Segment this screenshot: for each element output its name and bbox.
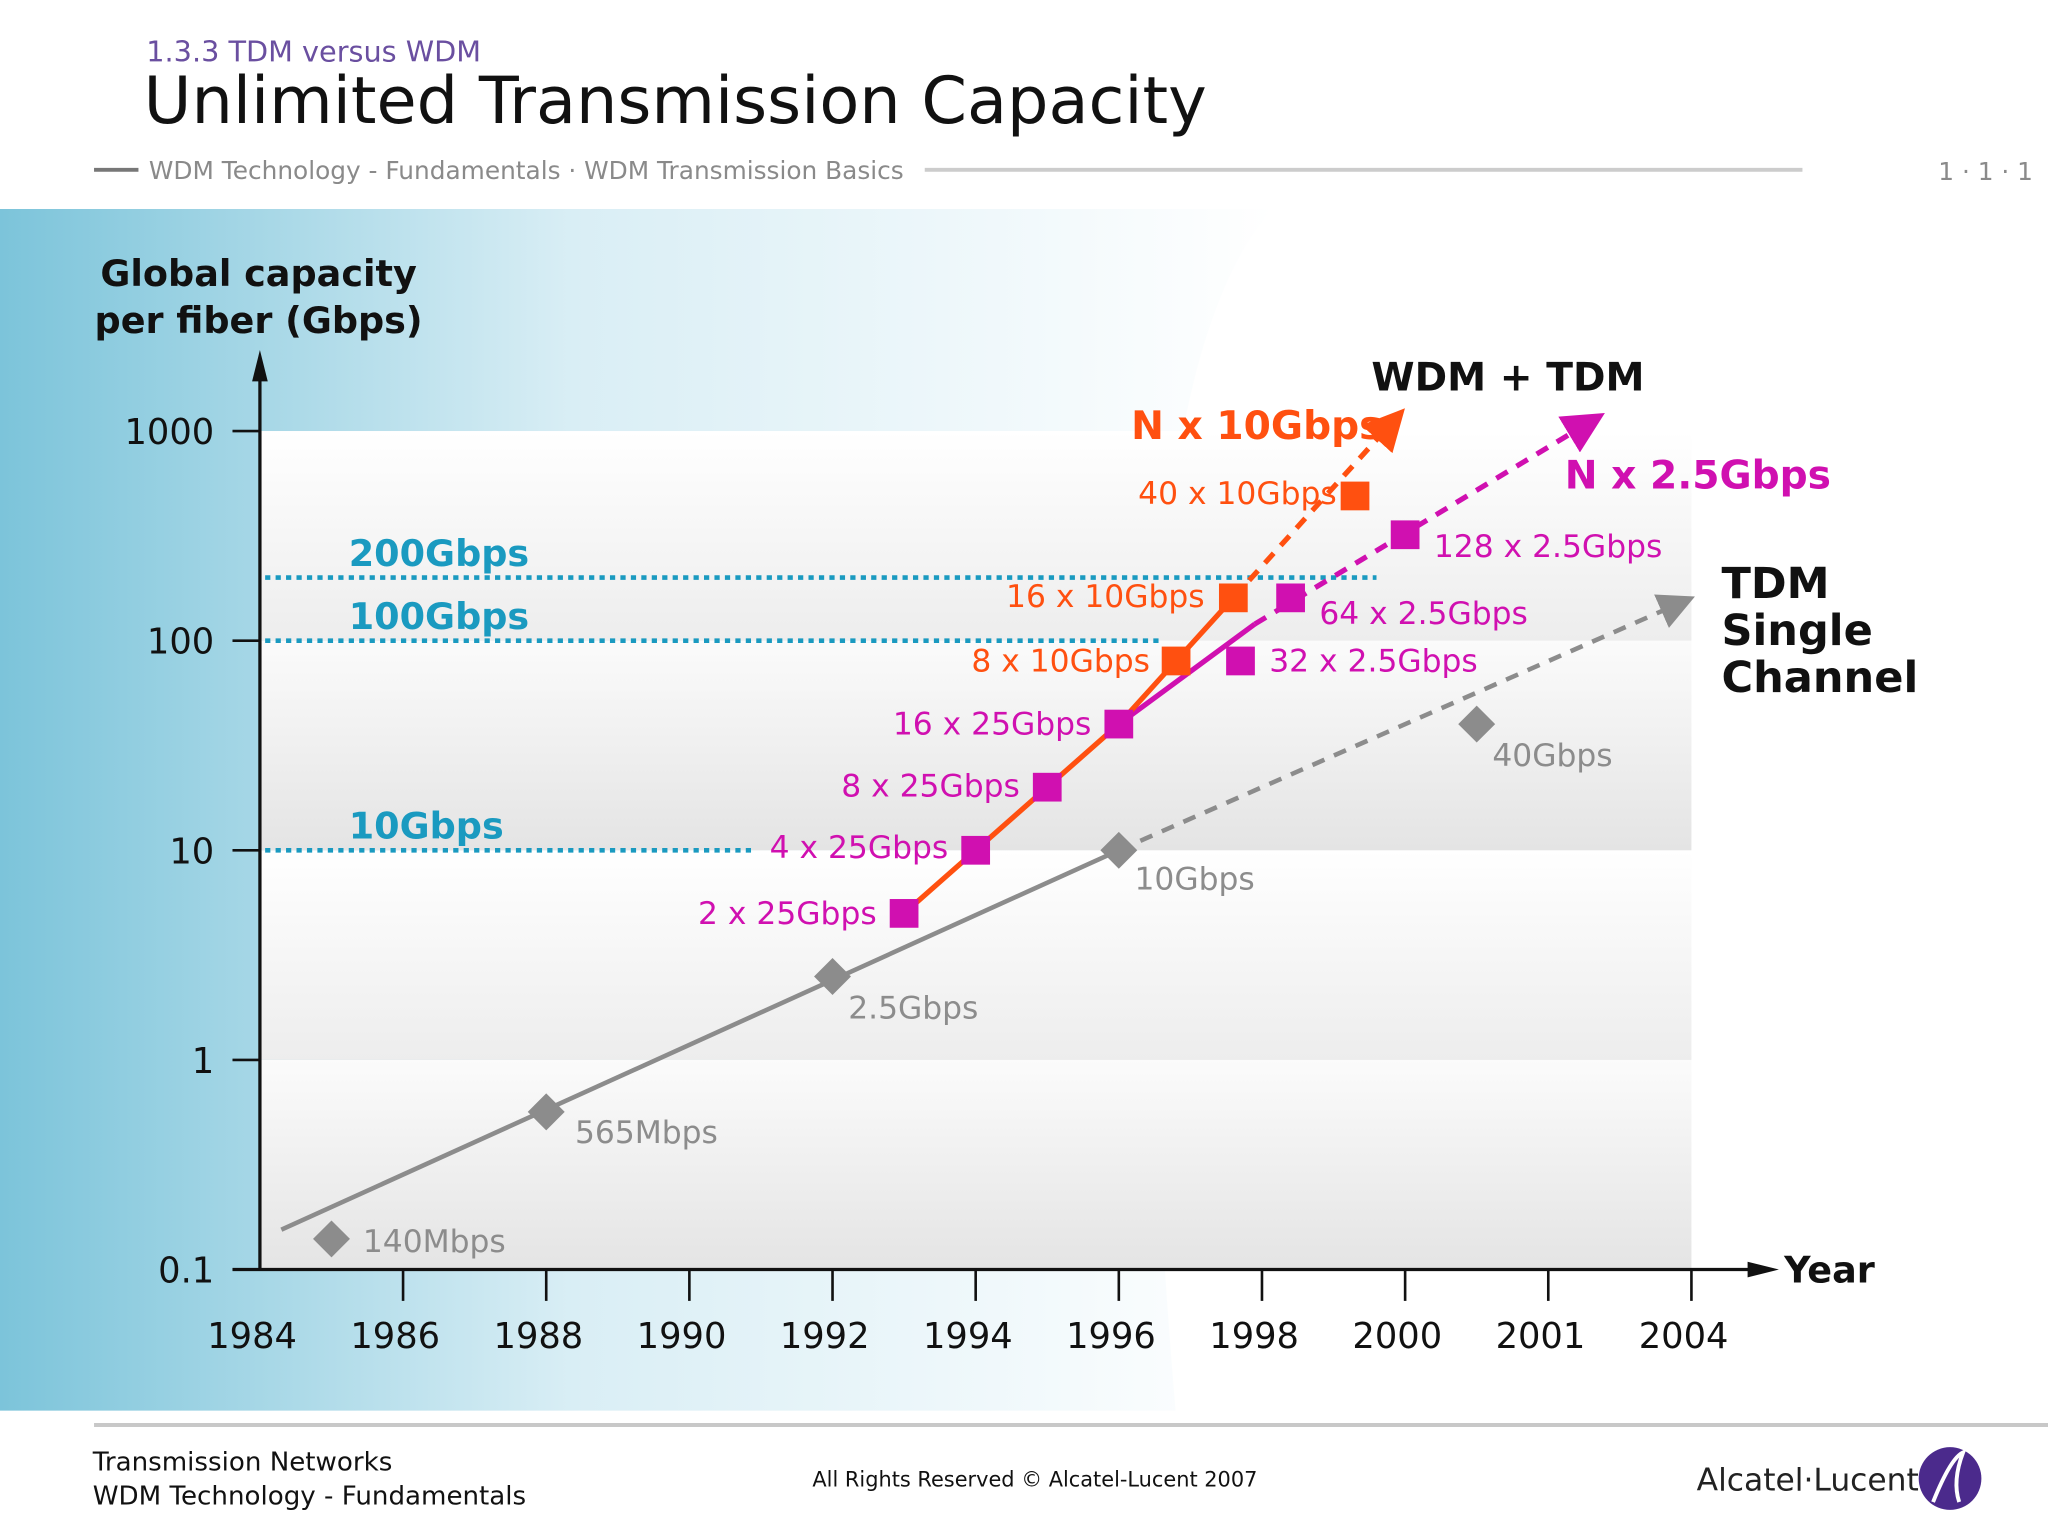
x-tick-label: 1984	[207, 1316, 297, 1357]
reference-label: 10Gbps	[349, 805, 504, 848]
y-axis-label-line1: Global capacity	[100, 252, 417, 295]
wdm_2_5g-data-point	[1276, 583, 1305, 613]
tdm-solid-line	[280, 848, 1120, 1232]
wdm_10g-data-point	[1161, 646, 1191, 676]
x-tick-label: 1988	[494, 1316, 584, 1357]
wdm_10g-dashed-line	[1231, 408, 1405, 600]
tdm-point-label: 2.5Gbps	[848, 990, 978, 1026]
wdm_2_5g-data-point	[1390, 520, 1420, 550]
x-tick-label: 1994	[923, 1316, 1013, 1357]
wdm_10g-point-label: 16 x 10Gbps	[1006, 579, 1205, 615]
x-tick-label: 2000	[1352, 1316, 1442, 1357]
footer-line2: WDM Technology - Fundamentals	[93, 1482, 526, 1512]
tdm-point-label: 565Mbps	[575, 1115, 718, 1151]
y-tick-label: 100	[147, 622, 214, 663]
tdm-data-point	[814, 958, 851, 995]
label-wdm-tdm: WDM + TDM	[1371, 356, 1644, 401]
wdm_2_5g-point-label: 32 x 2.5Gbps	[1269, 643, 1478, 679]
page-title: Unlimited Transmission Capacity	[144, 63, 1207, 139]
logo-text: Alcatel·Lucent	[1697, 1462, 1919, 1498]
x-tick-label: 1998	[1209, 1316, 1299, 1357]
tdm-dashed-line	[1117, 594, 1695, 853]
plot-band	[259, 1059, 1692, 1270]
axes: Year Global capacity per fiber (Gbps)	[95, 252, 1875, 1292]
label-channel: Channel	[1721, 653, 1918, 703]
label-tdm: TDM	[1721, 559, 1829, 609]
breadcrumb: WDM Technology - Fundamentals · WDM Tran…	[149, 156, 904, 185]
logo-swirl-icon	[1931, 1448, 1967, 1503]
wdm_2_5g-data-point	[961, 835, 991, 865]
wdm_10g-data-point	[1340, 481, 1370, 511]
wdm_2_5g-point-label: 128 x 2.5Gbps	[1434, 529, 1662, 565]
plot-bands	[259, 431, 1692, 1270]
y-tick-label: 1000	[124, 412, 214, 453]
reference-label: 100Gbps	[349, 595, 529, 638]
plot-band	[259, 850, 1692, 1060]
copyright: All Rights Reserved © Alcatel-Lucent 200…	[812, 1467, 1257, 1491]
label-n-x-2-5gbps: N x 2.5Gbps	[1565, 453, 1831, 498]
x-tick-label: 1996	[1066, 1316, 1156, 1357]
plot-band	[259, 640, 1692, 851]
wdm_10g-point-label: 8 x 10Gbps	[971, 643, 1150, 679]
y-axis-arrow-icon	[252, 350, 268, 382]
tdm-data-point	[313, 1220, 350, 1258]
wdm_2_5g-point-label: 16 x 25Gbps	[893, 707, 1092, 743]
wdm_2_5g-point-label: 64 x 2.5Gbps	[1319, 596, 1528, 632]
y-tick-label: 0.1	[158, 1251, 214, 1292]
plot-band	[259, 431, 1692, 641]
reference-lines: 200Gbps 100Gbps 10Gbps	[265, 532, 1377, 853]
wdm_2_5g-dashed-line	[1253, 412, 1605, 627]
x-axis-label: Year	[1783, 1249, 1875, 1292]
x-axis-arrow-icon	[1747, 1261, 1779, 1278]
section-number: 1.3.3 TDM versus WDM	[146, 34, 481, 68]
y-tick-label: 1	[192, 1041, 214, 1082]
footer-line1: Transmission Networks	[92, 1448, 393, 1478]
tdm-point-label: 10Gbps	[1134, 861, 1254, 897]
logo-emblem-icon	[1918, 1447, 1982, 1510]
label-single: Single	[1721, 606, 1872, 656]
x-tick-label: 1992	[780, 1316, 870, 1357]
page-number: 1 · 1 · 1	[1938, 157, 2033, 186]
tdm-point-label: 40Gbps	[1492, 738, 1612, 774]
y-axis-label-line2: per fiber (Gbps)	[95, 299, 423, 342]
wdm_2_5g-data-point	[1032, 772, 1062, 802]
ticks: 0.1 1 10 100 1000 1984 1986 1988 1990 1992 1994 199…	[124, 412, 1728, 1357]
wdm_2_5g-data-point	[1104, 709, 1134, 739]
y-tick-label: 10	[169, 831, 214, 872]
x-tick-label: 2001	[1496, 1316, 1586, 1357]
wdm_2_5g-point-label: 4 x 25Gbps	[770, 830, 949, 866]
x-tick-label: 1986	[350, 1316, 440, 1357]
wdm_10g-point-label: 40 x 10Gbps	[1138, 476, 1337, 512]
wdm_2_5g-point-label: 2 x 25Gbps	[698, 896, 877, 932]
alcatel-lucent-logo: Alcatel·Lucent	[1697, 1447, 1982, 1510]
wdm_2_5g-data-point	[1226, 646, 1255, 676]
x-tick-label: 1990	[637, 1316, 727, 1357]
x-tick-label: 2004	[1639, 1316, 1729, 1357]
reference-label: 200Gbps	[349, 532, 529, 575]
wdm_2_5g-data-point	[889, 899, 919, 928]
wdm_10g-data-point	[1218, 583, 1248, 613]
tdm-point-label: 140Mbps	[363, 1224, 506, 1260]
wdm_2_5g-point-label: 8 x 25Gbps	[841, 768, 1020, 804]
label-n-x-10gbps: N x 10Gbps	[1131, 404, 1382, 449]
